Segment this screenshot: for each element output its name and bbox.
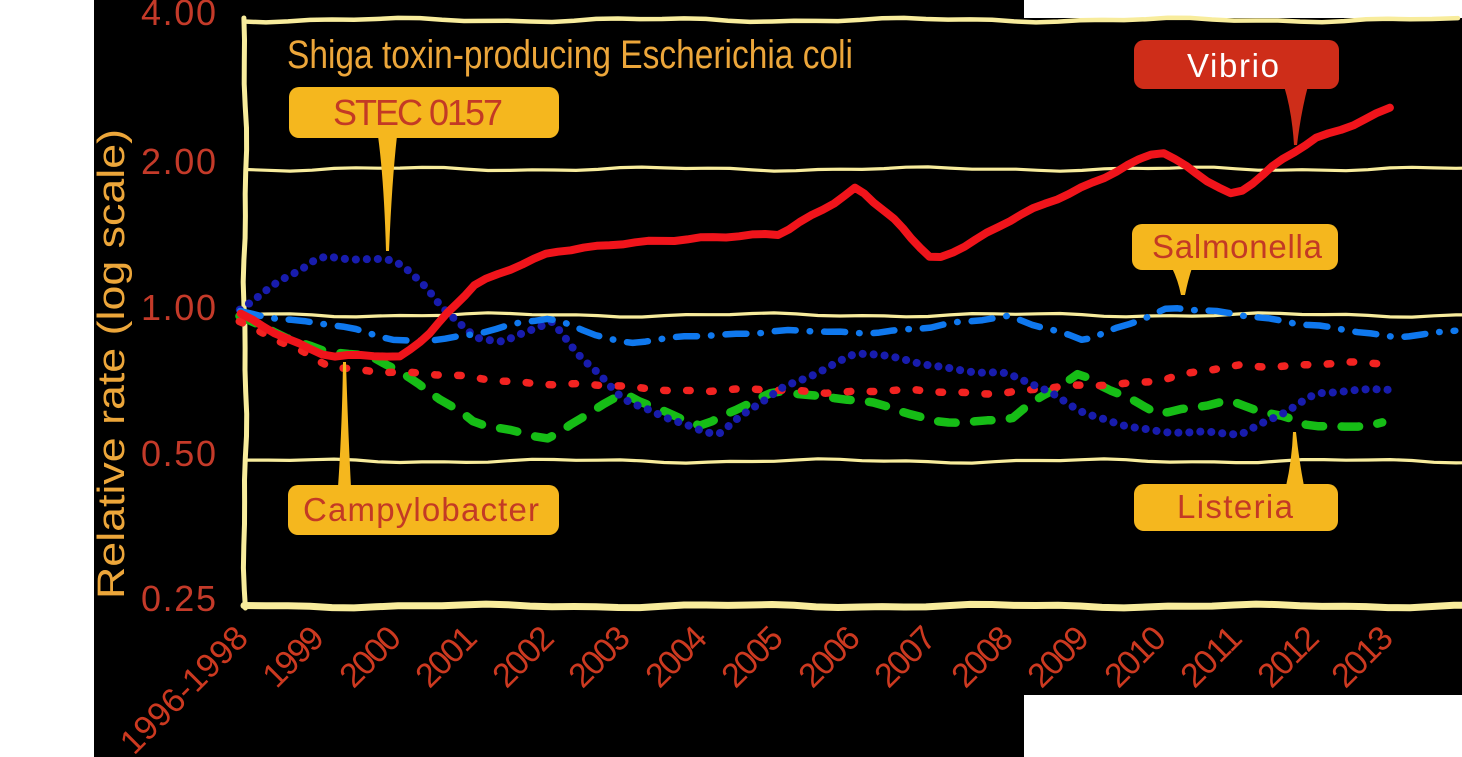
svg-text:Relative rate (log scale): Relative rate (log scale) <box>91 129 133 599</box>
svg-text:2.00: 2.00 <box>141 141 216 182</box>
svg-text:Salmonella: Salmonella <box>1152 228 1323 265</box>
svg-text:1.00: 1.00 <box>141 287 216 328</box>
svg-text:0.50: 0.50 <box>141 433 216 474</box>
svg-text:Vibrio: Vibrio <box>1187 47 1279 84</box>
svg-text:4.00: 4.00 <box>141 0 216 33</box>
svg-text:STEC 0157: STEC 0157 <box>333 92 503 133</box>
svg-text:Campylobacter: Campylobacter <box>303 491 539 528</box>
svg-text:Listeria: Listeria <box>1177 488 1294 525</box>
svg-text:Shiga toxin-producing Escheric: Shiga toxin-producing Escherichia coli <box>287 33 853 77</box>
svg-text:0.25: 0.25 <box>141 578 216 619</box>
